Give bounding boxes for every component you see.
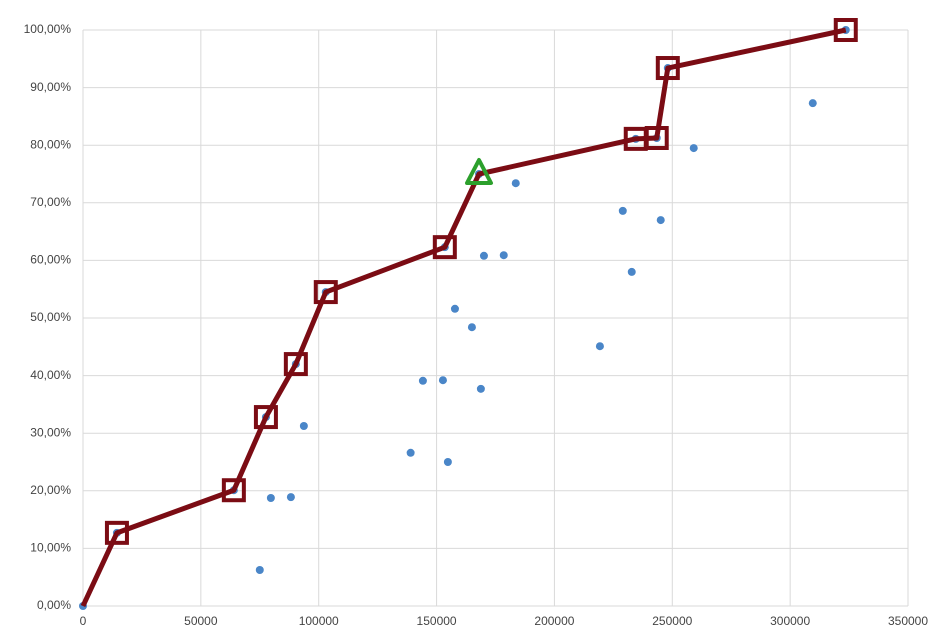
data-point <box>443 458 452 466</box>
frontier-marker <box>104 520 129 545</box>
frontier-marker <box>283 352 308 377</box>
y-tick-label: 90,00% <box>30 80 71 94</box>
data-point <box>595 342 604 351</box>
data-point <box>266 494 275 502</box>
data-point <box>255 566 264 574</box>
data-point <box>689 144 698 153</box>
frontier-marker <box>644 126 669 150</box>
x-tick-label: 250000 <box>652 614 692 628</box>
data-point <box>656 216 665 225</box>
frontier-marker <box>313 280 338 305</box>
highlight-marker <box>465 158 493 185</box>
x-tick-label: 50000 <box>184 614 218 628</box>
data-point <box>499 251 508 260</box>
data-point <box>511 179 520 188</box>
frontier-marker <box>833 18 858 42</box>
frontier-marker <box>432 235 457 260</box>
data-point <box>808 99 817 108</box>
y-tick-label: 70,00% <box>30 195 71 209</box>
data-point <box>479 251 488 260</box>
x-tick-label: 100000 <box>299 614 339 628</box>
data-point <box>627 267 636 276</box>
frontier-marker <box>655 56 680 81</box>
data-point <box>418 376 427 385</box>
x-tick-label: 0 <box>80 614 87 628</box>
frontier-marker <box>221 478 246 503</box>
y-tick-label: 30,00% <box>30 425 71 439</box>
y-tick-label: 20,00% <box>30 483 71 497</box>
x-tick-label: 300000 <box>770 614 810 628</box>
y-tick-label: 10,00% <box>30 541 71 555</box>
y-tick-label: 50,00% <box>30 310 71 324</box>
data-point <box>476 384 485 393</box>
data-point <box>406 448 415 457</box>
x-tick-label: 350000 <box>888 614 928 628</box>
data-point <box>618 206 627 215</box>
data-point <box>299 422 308 430</box>
data-point <box>286 493 295 502</box>
data-point <box>438 376 447 385</box>
x-tick-label: 200000 <box>534 614 574 628</box>
y-tick-label: 100,00% <box>24 22 72 36</box>
data-point <box>467 323 476 332</box>
y-tick-label: 40,00% <box>30 368 71 382</box>
y-tick-label: 0,00% <box>37 598 71 612</box>
x-tick-label: 150000 <box>417 614 457 628</box>
y-tick-label: 60,00% <box>30 253 71 267</box>
frontier-marker <box>253 405 278 430</box>
data-point <box>450 304 459 313</box>
y-tick-label: 80,00% <box>30 137 71 151</box>
